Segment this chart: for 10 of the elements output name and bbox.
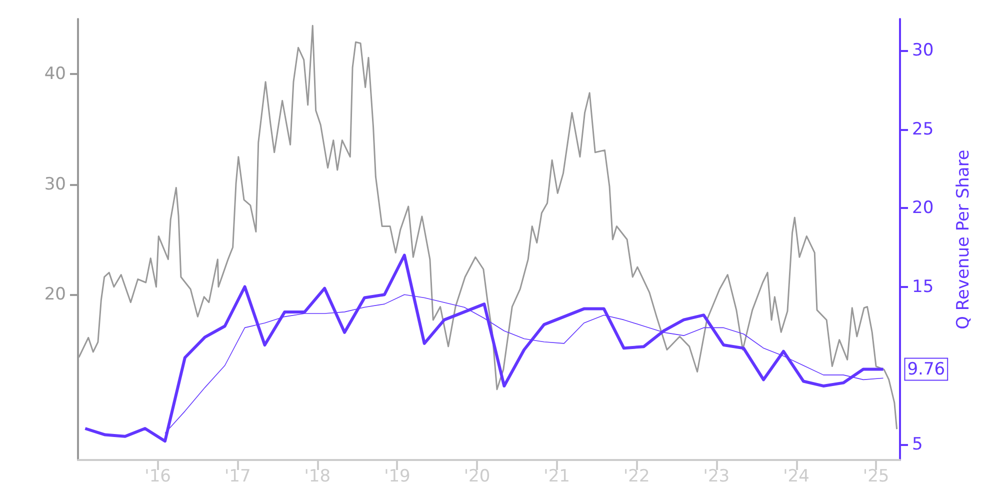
y2-axis-title: Q Revenue Per Share <box>954 150 974 330</box>
y2-tick-label: 30 <box>912 40 934 60</box>
y-tick-label: 20 <box>44 284 66 305</box>
y2-tick-label: 5 <box>912 434 923 454</box>
y2-tick-label: 20 <box>912 198 934 218</box>
y2-tick-label: 15 <box>912 276 934 297</box>
data-label: 9.76 <box>907 359 946 380</box>
y2-tick-label: 25 <box>912 119 934 140</box>
y-tick-label: 30 <box>44 174 66 194</box>
y-tick-label: 40 <box>44 64 66 84</box>
